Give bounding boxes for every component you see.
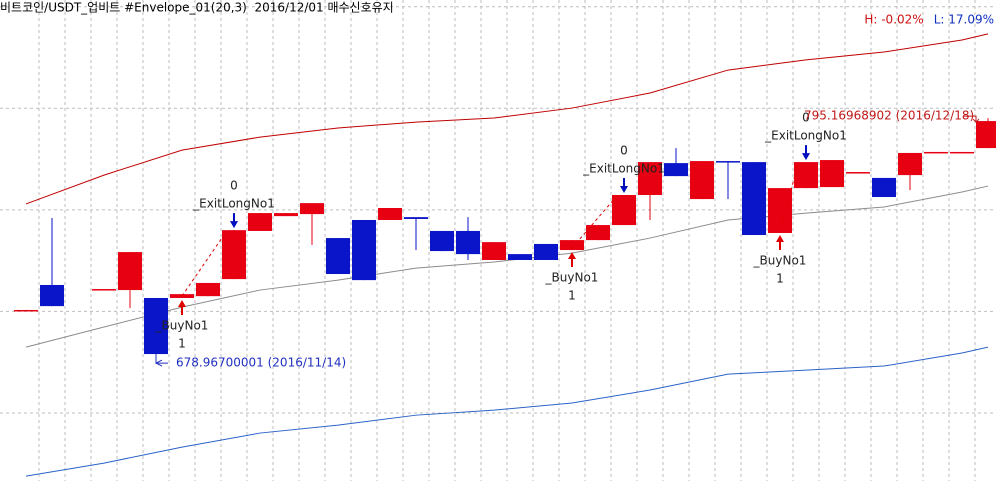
candle-body [768,188,792,233]
annotation: 678.96700001 (2016/11/14) [176,356,346,370]
candle-body [378,208,402,220]
signal-qty: 1 [178,336,186,350]
candle-body [352,219,376,281]
signal-label: _ExitLongNo1 [764,129,847,143]
info-text: H: -0.02% [864,13,923,27]
envelope-line [25,346,989,477]
envelope-line [25,185,989,348]
envelope-line [25,33,989,205]
candle-body [638,162,662,195]
candle-body [92,289,116,291]
info-text: L: 17.09% [934,13,994,27]
candle-body [976,121,996,149]
candle-body [950,151,974,154]
chart-title: 비트코인/USDT_업비트 #Envelope_01(20,3) 2016/12… [0,1,394,15]
candle-body [560,240,584,251]
candle-body [742,162,766,236]
candle-body [872,177,896,198]
candle-body [482,242,506,260]
candle-body [326,238,350,275]
candle-body [794,162,818,189]
candle-body [404,217,428,219]
candle-body [612,195,636,226]
candle-body [144,297,168,355]
candle-body [456,230,480,255]
annotation: 795.16968902 (2016/12/18) [804,109,974,123]
candle-body [664,163,688,177]
candle-body [508,254,532,260]
signal-label: _ExitLongNo1 [192,197,275,211]
candle-body [222,230,246,280]
candle-body [820,160,844,188]
signal-qty: 1 [776,271,784,285]
candle-body [534,243,558,260]
signal-label: _ExitLongNo1 [582,162,665,176]
exit-arrow [230,213,238,229]
annotation-arrow [964,115,980,123]
candle-body [716,161,740,163]
buy-arrow [568,252,576,268]
candle-body [274,213,298,217]
candle-body [248,213,272,231]
signal-label: _BuyNo1 [155,318,209,332]
signal-label: _BuyNo1 [545,271,599,285]
candle-body [430,230,454,252]
candle-body [846,172,870,174]
signal-label: _BuyNo1 [753,253,807,267]
candle-body [196,282,220,297]
candle-body [690,161,714,200]
annotation-arrow [154,354,168,367]
exit-arrow [620,178,628,193]
candle-body [300,203,324,215]
buy-arrow [178,299,186,315]
candle-body [924,151,948,154]
signal-qty: 1 [568,289,576,303]
candle-body [118,252,142,291]
signal-qty: 0 [802,111,810,125]
candle-body [14,309,38,312]
signal-qty: 0 [230,179,238,193]
exit-arrow [802,145,810,161]
candle-body [586,225,610,241]
buy-arrow [776,234,784,250]
candle-body [40,284,64,307]
trade-line [571,196,617,249]
trade-line [181,231,227,297]
signal-qty: 0 [620,144,628,158]
candle-body [170,294,194,298]
candle-body [898,152,922,176]
